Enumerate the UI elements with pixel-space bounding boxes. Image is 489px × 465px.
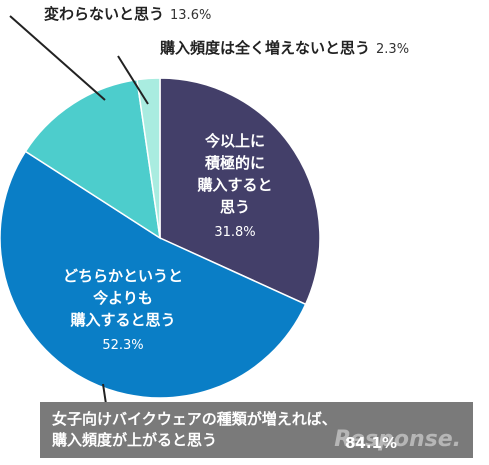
watermark: Response.: [334, 427, 461, 452]
label-no-increase: 購入頻度は全く増えないと思う 2.3%: [160, 39, 410, 57]
slice-more-active: [159, 77, 321, 306]
leader-line-callout: [102, 383, 107, 405]
summary-callout: 女子向けバイクウェアの種類が増えれば、 購入頻度が上がると思う 84.1% Re…: [40, 402, 473, 458]
label-unchanged: 変わらないと思う 13.6%: [44, 5, 212, 23]
pct-somewhat-more: 52.3%: [102, 338, 144, 353]
label-somewhat-more: どちらかというと 今よりも 購入すると思う 52.3%: [28, 265, 218, 357]
leader-line-unchanged: [9, 15, 106, 101]
pct-more-active: 31.8%: [214, 225, 256, 240]
callout-line-2: 購入頻度が上がると思う: [52, 431, 218, 449]
label-more-active: 今以上に 積極的に 購入すると 思う 31.8%: [180, 130, 290, 244]
slice-no-increase: [136, 77, 161, 239]
leader-line-no-increase: [117, 55, 149, 105]
callout-line-1: 女子向けバイクウェアの種類が増えれば、: [52, 410, 337, 428]
label-somewhat-more-text: どちらかというと 今よりも 購入すると思う: [62, 267, 183, 329]
slice-unchanged: [24, 78, 161, 240]
slice-somewhat-more: [0, 150, 307, 399]
callout-total: 84.1%: [344, 434, 397, 452]
label-more-active-text: 今以上に 積極的に 購入すると 思う: [197, 132, 273, 216]
